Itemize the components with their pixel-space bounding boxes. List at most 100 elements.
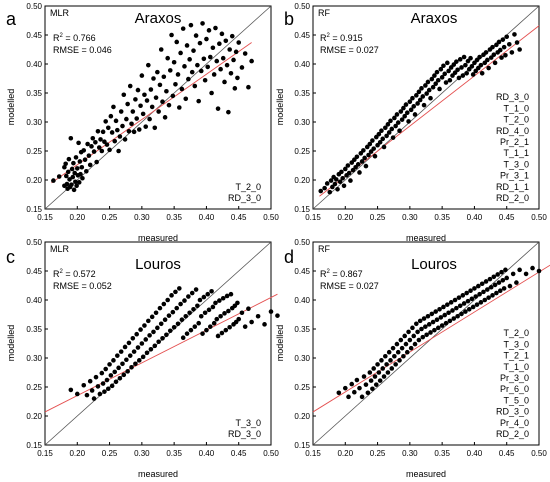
data-point — [401, 105, 406, 111]
data-point — [162, 317, 168, 323]
data-point — [383, 353, 388, 359]
data-point — [219, 31, 225, 37]
data-point — [142, 92, 147, 98]
data-point — [416, 89, 422, 95]
data-point — [434, 69, 440, 75]
data-point — [156, 339, 161, 345]
data-point — [478, 62, 484, 68]
data-point — [424, 332, 429, 338]
data-point — [393, 123, 398, 129]
data-point — [205, 291, 211, 297]
data-point — [235, 75, 240, 81]
data-point — [147, 333, 152, 338]
y-tick-label: 0.20 — [26, 176, 42, 185]
data-point — [179, 317, 185, 323]
data-point — [189, 69, 195, 75]
data-point — [460, 73, 466, 78]
data-point — [144, 98, 150, 103]
data-point — [135, 87, 141, 93]
x-axis-label: measured — [138, 233, 178, 243]
x-tick-label: 0.30 — [402, 213, 418, 222]
data-point — [97, 391, 103, 397]
data-point — [224, 62, 230, 68]
data-point — [434, 317, 440, 323]
data-point — [415, 329, 420, 335]
x-tick-label: 0.50 — [531, 449, 547, 458]
data-point — [228, 70, 234, 76]
data-point — [500, 277, 506, 283]
data-point — [451, 316, 457, 321]
rmse-label: RMSE = 0.046 — [53, 45, 112, 55]
data-point — [191, 48, 196, 53]
data-point — [246, 306, 251, 312]
data-point — [393, 362, 398, 367]
data-point — [200, 331, 205, 336]
data-point — [404, 110, 410, 116]
data-point — [51, 178, 56, 183]
data-point — [357, 385, 362, 391]
data-point — [72, 170, 78, 176]
data-point — [447, 318, 453, 324]
fit-line-path — [312, 264, 550, 413]
data-point — [79, 164, 85, 170]
data-point — [126, 340, 132, 346]
data-point — [98, 137, 103, 142]
data-point — [144, 350, 150, 356]
x-tick-label: 0.20 — [337, 213, 353, 222]
data-point — [380, 366, 386, 371]
data-point — [118, 109, 124, 114]
data-point — [403, 102, 409, 107]
data-point — [226, 308, 231, 314]
y-tick-label: 0.35 — [26, 89, 42, 98]
predictor-label: RD_3_0 — [228, 429, 261, 439]
data-point — [152, 343, 158, 349]
data-point — [379, 358, 384, 363]
model-label: MLR — [50, 244, 70, 254]
data-point — [134, 116, 139, 121]
data-point — [109, 383, 115, 389]
data-point — [490, 293, 495, 298]
data-point — [151, 76, 156, 81]
y-tick-label: 0.45 — [26, 267, 42, 276]
data-point — [497, 288, 503, 294]
chart-title: Araxos — [411, 10, 458, 27]
data-point — [93, 374, 99, 380]
data-point — [107, 147, 112, 153]
data-point — [468, 55, 473, 61]
data-point — [262, 322, 267, 327]
data-point — [116, 365, 121, 371]
chart-title: Araxos — [135, 10, 182, 27]
data-point — [485, 287, 490, 292]
data-point — [186, 76, 191, 82]
predictor-list: T_2_0T_3_0 T_2_1T_1_0Pr_3_0Pr_6_0T_5_0 RD_… — [496, 328, 529, 439]
data-point — [129, 121, 134, 127]
data-point — [124, 116, 129, 122]
data-point — [143, 337, 149, 342]
data-point — [385, 122, 391, 127]
data-point — [473, 294, 479, 299]
data-point — [96, 145, 102, 150]
data-point — [202, 310, 208, 316]
x-tick-label: 0.40 — [467, 449, 483, 458]
data-point — [342, 385, 348, 391]
data-point — [421, 102, 427, 108]
data-point — [494, 290, 499, 296]
data-point — [202, 77, 208, 83]
data-point — [491, 52, 497, 58]
data-point — [127, 353, 133, 358]
data-point — [213, 25, 218, 31]
x-tick-label: 0.35 — [166, 213, 182, 222]
data-point — [370, 386, 375, 392]
data-point — [477, 291, 482, 297]
data-point — [111, 104, 116, 110]
plot-frame — [312, 241, 540, 446]
data-point — [236, 316, 242, 322]
data-point — [113, 118, 119, 124]
data-point — [477, 54, 482, 60]
data-point — [147, 116, 152, 122]
y-tick-label: 0.50 — [294, 238, 310, 247]
x-axis-label: measured — [406, 469, 446, 479]
data-point — [433, 309, 438, 314]
fit-line-path — [44, 293, 278, 413]
predictor-label: RD_3_0 — [228, 193, 261, 203]
